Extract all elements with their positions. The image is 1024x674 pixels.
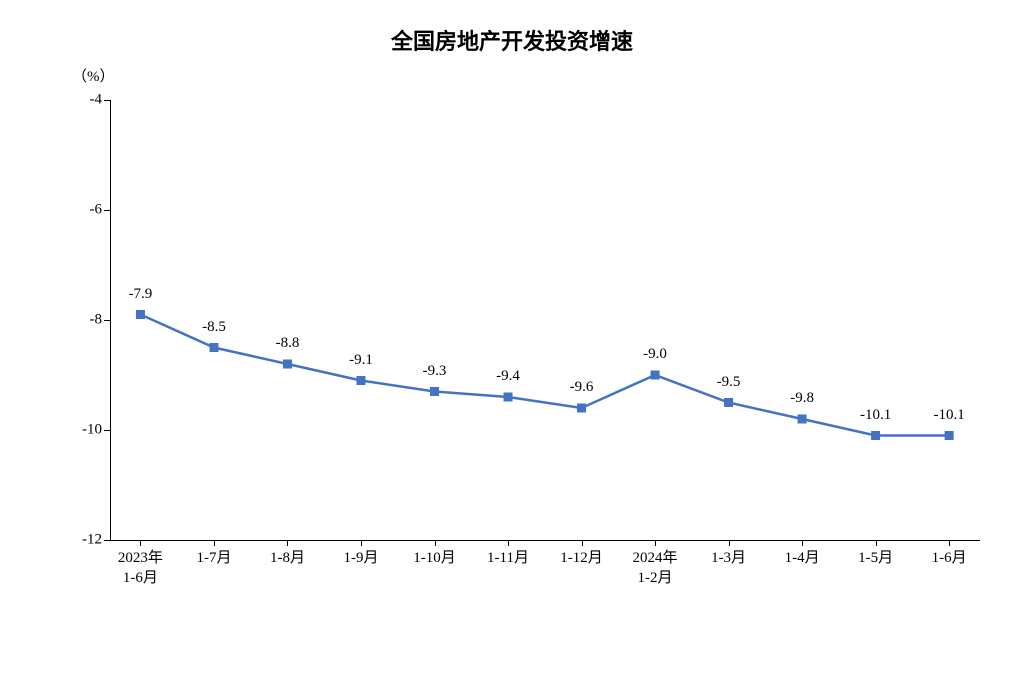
data-label: -9.6 [570, 379, 594, 396]
x-tick-label: 1-10月 [413, 540, 456, 568]
x-tick-label: 1-3月 [711, 540, 746, 568]
y-tick-label: -10 [82, 422, 110, 439]
x-tick-label: 2023年 1-6月 [118, 540, 163, 589]
y-tick-label: -4 [90, 92, 111, 109]
chart-title: 全国房地产开发投资增速 [0, 24, 1024, 56]
x-tick-label: 1-7月 [196, 540, 231, 568]
data-label: -8.8 [276, 335, 300, 352]
x-tick-label: 2024年 1-2月 [633, 540, 678, 589]
data-label: -7.9 [129, 286, 153, 303]
y-tick-label: -8 [90, 312, 111, 329]
data-marker [431, 388, 439, 396]
data-label: -9.3 [423, 363, 447, 380]
data-label: -10.1 [860, 407, 891, 424]
data-label: -9.1 [349, 352, 373, 369]
data-marker [357, 377, 365, 385]
data-marker [651, 371, 659, 379]
y-tick-label: -12 [82, 532, 110, 549]
y-axis-unit: （%） [72, 65, 115, 86]
x-axis-line [110, 540, 980, 541]
line-layer [110, 100, 980, 540]
x-tick-label: 1-6月 [932, 540, 967, 568]
data-marker [504, 393, 512, 401]
data-marker [210, 344, 218, 352]
data-marker [872, 432, 880, 440]
data-marker [578, 404, 586, 412]
data-marker [283, 360, 291, 368]
chart-container: 全国房地产开发投资增速 （%） -4-6-8-10-122023年 1-6月1-… [0, 0, 1024, 674]
x-tick-label: 1-11月 [487, 540, 529, 568]
data-marker [725, 399, 733, 407]
plot-area: -4-6-8-10-122023年 1-6月1-7月1-8月1-9月1-10月1… [110, 100, 980, 540]
data-label: -9.4 [496, 368, 520, 385]
x-tick-label: 1-12月 [560, 540, 603, 568]
data-label: -9.8 [790, 390, 814, 407]
x-tick-label: 1-4月 [785, 540, 820, 568]
data-label: -9.5 [717, 374, 741, 391]
x-tick-label: 1-8月 [270, 540, 305, 568]
x-tick-label: 1-9月 [343, 540, 378, 568]
data-label: -8.5 [202, 319, 226, 336]
y-tick-label: -6 [90, 202, 111, 219]
y-axis-line [110, 100, 111, 540]
data-marker [136, 311, 144, 319]
x-tick-label: 1-5月 [858, 540, 893, 568]
series-line [140, 315, 949, 436]
data-marker [798, 415, 806, 423]
data-label: -9.0 [643, 346, 667, 363]
data-marker [945, 432, 953, 440]
data-label: -10.1 [933, 407, 964, 424]
